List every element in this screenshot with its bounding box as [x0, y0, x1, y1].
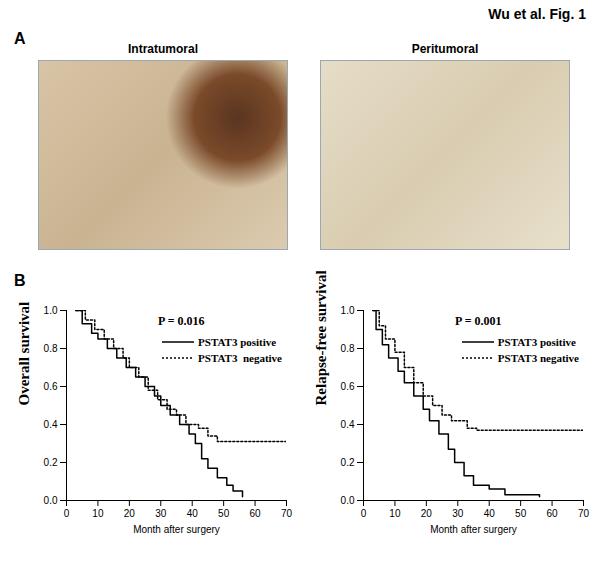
svg-text:Relapse-free survival: Relapse-free survival [313, 270, 329, 405]
html-text:P = 0.016: P = 0.016 [158, 314, 205, 328]
svg-text:50: 50 [515, 508, 527, 519]
svg-text:Overall survival: Overall survival [16, 302, 32, 406]
html-text:Wu et al. Fig. 1: Wu et al. Fig. 1 [488, 6, 586, 22]
svg-text:10: 10 [389, 508, 401, 519]
svg-text:0.4: 0.4 [44, 419, 58, 430]
html-text:Peritumoral: Peritumoral [411, 42, 479, 56]
svg-text:10: 10 [92, 508, 104, 519]
svg-text:40: 40 [187, 508, 199, 519]
html-text:PSTAT3 negative: PSTAT3 negative [198, 352, 282, 364]
svg-text:0.6: 0.6 [44, 381, 58, 392]
svg-text:1.0: 1.0 [44, 305, 58, 316]
svg-text:0: 0 [361, 508, 367, 519]
svg-text:30: 30 [155, 508, 167, 519]
svg-text:40: 40 [484, 508, 496, 519]
svg-text:0.0: 0.0 [341, 495, 355, 506]
svg-text:70: 70 [578, 508, 590, 519]
svg-text:0.0: 0.0 [44, 495, 58, 506]
svg-text:70: 70 [281, 508, 293, 519]
svg-text:0.6: 0.6 [341, 381, 355, 392]
svg-text:60: 60 [250, 508, 262, 519]
svg-text:0.2: 0.2 [44, 457, 58, 468]
html-text:A: A [14, 30, 26, 47]
svg-text:0: 0 [64, 508, 70, 519]
html-text:P = 0.001: P = 0.001 [455, 314, 502, 328]
html-text:PSTAT3 positive: PSTAT3 positive [497, 336, 576, 348]
html-text:B: B [14, 272, 26, 289]
svg-text:20: 20 [124, 508, 136, 519]
svg-text:20: 20 [421, 508, 433, 519]
html-text:PSTAT3 positive: PSTAT3 positive [198, 336, 277, 348]
svg-text:1.0: 1.0 [341, 305, 355, 316]
svg-text:0.2: 0.2 [341, 457, 355, 468]
html-text:PSTAT3 negative: PSTAT3 negative [497, 352, 579, 364]
html-text:Intratumoral: Intratumoral [128, 42, 198, 56]
svg-text:0.8: 0.8 [341, 343, 355, 354]
svg-text:Month after surgery: Month after surgery [133, 524, 220, 535]
svg-text:Month after surgery: Month after surgery [430, 524, 517, 535]
svg-text:0.4: 0.4 [341, 419, 355, 430]
svg-text:50: 50 [218, 508, 230, 519]
svg-text:0.8: 0.8 [44, 343, 58, 354]
svg-text:60: 60 [547, 508, 559, 519]
svg-text:30: 30 [452, 508, 464, 519]
